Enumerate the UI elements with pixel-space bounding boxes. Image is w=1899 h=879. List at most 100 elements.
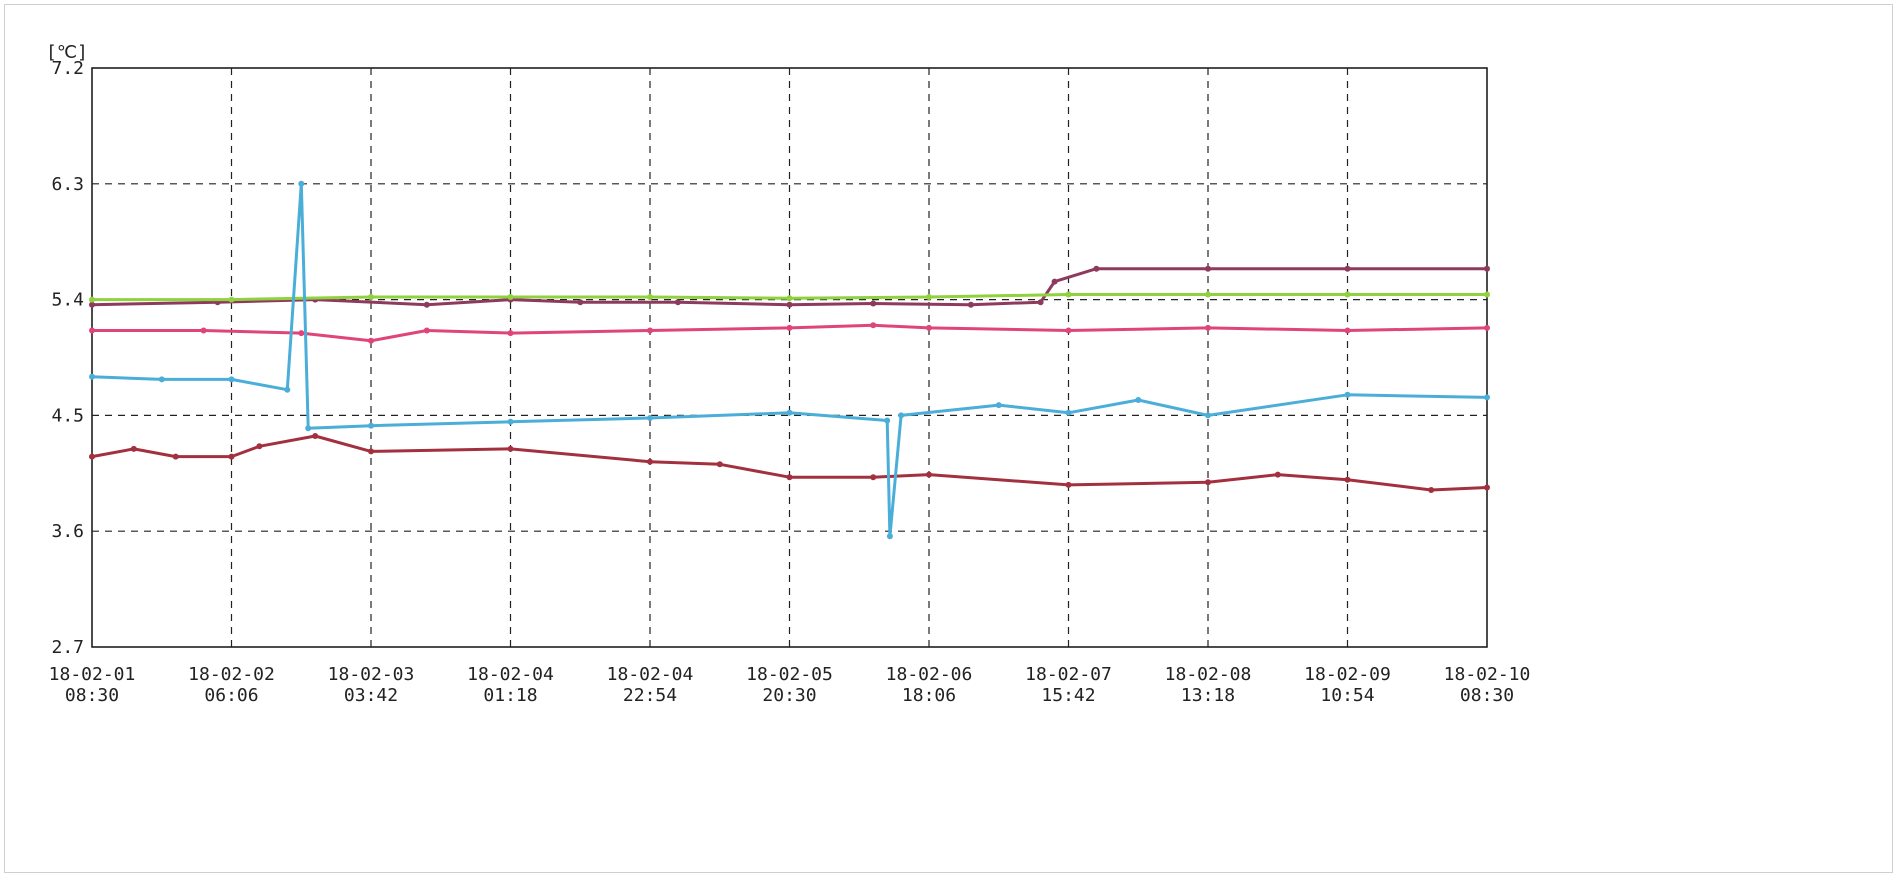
- series-point: [870, 322, 877, 329]
- series-point: [368, 422, 374, 429]
- y-tick-label: 5.4: [51, 290, 84, 311]
- series-point: [1484, 291, 1490, 298]
- grid-lines: [92, 68, 1487, 647]
- series-point: [1484, 324, 1490, 331]
- x-tick-date: 18-02-03: [328, 664, 415, 685]
- series-line: [89, 180, 1490, 540]
- series-point: [870, 300, 877, 307]
- series-point: [1093, 265, 1100, 272]
- series-point: [716, 461, 723, 468]
- series-point: [884, 417, 891, 424]
- x-tick-date: 18-02-02: [188, 664, 275, 685]
- y-tick-label: 2.7: [51, 637, 84, 658]
- series-point: [200, 327, 207, 334]
- series-point: [1484, 265, 1490, 272]
- series-layer: [89, 180, 1490, 540]
- series-point: [228, 296, 235, 303]
- y-tick-label: 4.5: [51, 405, 84, 426]
- series-path: [91, 267, 1487, 307]
- series-point: [172, 453, 179, 460]
- series-point: [647, 415, 653, 421]
- series-point: [1344, 391, 1351, 398]
- x-tick-date: 18-02-04: [607, 664, 694, 685]
- series-point: [1344, 327, 1351, 334]
- series-point: [995, 402, 1002, 409]
- series-point: [1135, 397, 1142, 403]
- x-tick-date: 18-02-05: [746, 664, 833, 685]
- x-tick-time: 10:54: [1320, 685, 1374, 706]
- x-tick-time: 22:54: [623, 685, 677, 706]
- series-point: [647, 294, 653, 300]
- x-tick-labels: 18-02-0108:3018-02-0206:0618-02-0303:421…: [49, 664, 1531, 706]
- series-point: [1344, 476, 1351, 483]
- x-tick-time: 03:42: [344, 685, 398, 706]
- x-tick-date: 18-02-09: [1304, 664, 1391, 685]
- series-point: [1051, 278, 1058, 285]
- series-point: [786, 474, 793, 481]
- x-tick-date: 18-02-07: [1025, 664, 1112, 685]
- series-point: [423, 327, 430, 334]
- x-tick-time: 08:30: [65, 685, 119, 706]
- series-point: [298, 180, 305, 187]
- series-point: [1065, 481, 1072, 488]
- x-tick-time: 06:06: [204, 685, 258, 706]
- x-tick-date: 18-02-01: [49, 664, 136, 685]
- y-axis-unit: [℃]: [46, 42, 88, 63]
- series-point: [674, 299, 681, 306]
- series-point: [786, 301, 793, 308]
- series-point: [926, 294, 932, 300]
- series-point: [256, 443, 263, 450]
- x-tick-time: 01:18: [483, 685, 537, 706]
- series-point: [1344, 291, 1351, 298]
- series-point: [1037, 299, 1044, 306]
- x-tick-date: 18-02-06: [886, 664, 973, 685]
- series-line: [89, 433, 1490, 493]
- series-point: [1344, 265, 1351, 272]
- x-tick-time: 08:30: [1460, 685, 1514, 706]
- chart-frame: [4, 4, 1893, 873]
- y-tick-labels: 7.2 6.3 5.4 4.5 3.6 2.7: [51, 58, 84, 658]
- series-point: [312, 433, 319, 439]
- series-point: [228, 453, 235, 460]
- series-point: [1205, 324, 1211, 331]
- x-tick-time: 18:06: [902, 685, 956, 706]
- series-point: [926, 471, 932, 478]
- series-point: [886, 533, 893, 540]
- series-point: [1484, 484, 1490, 491]
- series-point: [1205, 412, 1211, 419]
- series-point: [507, 330, 514, 337]
- series-point: [870, 474, 877, 481]
- series-point: [89, 301, 95, 308]
- series-point: [284, 386, 291, 393]
- series-point: [507, 294, 514, 300]
- series-point: [368, 448, 374, 455]
- series-line: [89, 291, 1490, 303]
- x-tick-time: 13:18: [1181, 685, 1235, 706]
- x-tick-time: 20:30: [762, 685, 816, 706]
- series-point: [423, 301, 430, 308]
- series-point: [967, 301, 974, 308]
- series-line: [89, 322, 1490, 344]
- series-point: [647, 327, 653, 334]
- y-tick-label: 7.2: [51, 58, 84, 79]
- series-point: [577, 299, 584, 306]
- series-point: [228, 376, 235, 383]
- x-tick-time: 15:42: [1041, 685, 1095, 706]
- series-point: [1205, 265, 1211, 272]
- series-point: [1065, 291, 1072, 298]
- x-tick-date: 18-02-10: [1444, 664, 1531, 685]
- series-point: [1065, 327, 1072, 334]
- series-point: [305, 425, 312, 432]
- series-point: [1205, 479, 1211, 486]
- series-point: [89, 453, 95, 460]
- series-point: [89, 373, 95, 380]
- series-point: [89, 327, 95, 334]
- y-tick-label: 6.3: [51, 174, 84, 195]
- series-point: [1205, 291, 1211, 298]
- series-point: [1065, 409, 1072, 416]
- series-path: [92, 323, 1488, 343]
- series-point: [786, 324, 793, 331]
- series-point: [1484, 394, 1490, 401]
- series-point: [89, 296, 95, 303]
